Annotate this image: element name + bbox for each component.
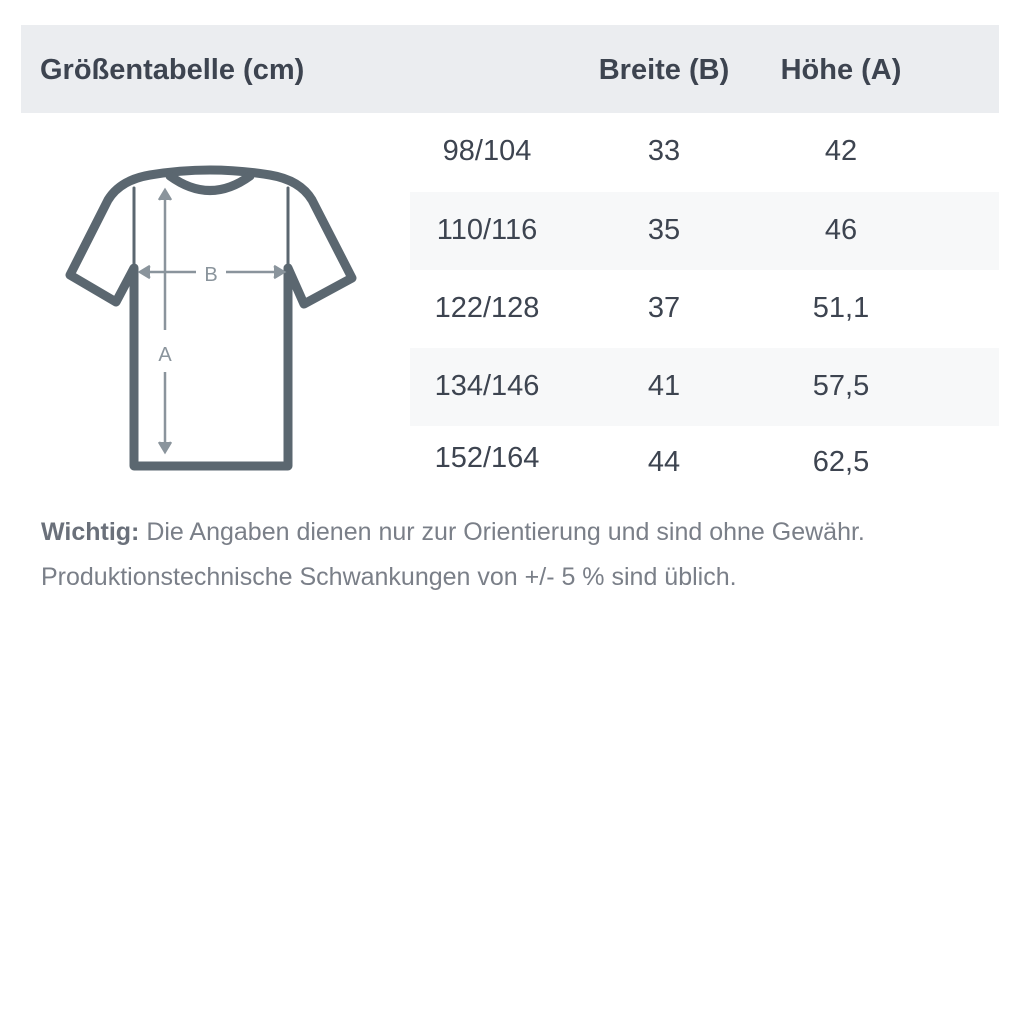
note-line-2: Produktionstechnische Schwankungen von +… (41, 563, 737, 591)
width-cell: 41 (647, 370, 681, 402)
width-cell: 44 (647, 446, 681, 478)
note-line-1: Wichtig: Die Angaben dienen nur zur Orie… (41, 518, 865, 547)
height-cell: 46 (824, 214, 858, 246)
column-header-height: Höhe (A) (780, 54, 902, 86)
label-a: A (158, 344, 172, 366)
size-cell: 122/128 (434, 292, 540, 324)
size-cell: 152/164 (434, 442, 540, 474)
note-text: Die Angaben dienen nur zur Orientierung … (139, 518, 865, 546)
table-row: 152/164 44 62,5 (410, 426, 999, 504)
label-b: B (204, 264, 217, 286)
size-cell: 134/146 (434, 370, 540, 402)
column-header-width: Breite (B) (598, 54, 730, 86)
size-cell: 98/104 (442, 135, 532, 167)
page-title: Größentabelle (cm) (40, 54, 305, 86)
tshirt-diagram: B A (65, 165, 357, 471)
width-cell: 33 (647, 135, 681, 167)
size-cell: 110/116 (436, 214, 538, 246)
table-row: 98/104 33 42 (410, 113, 999, 191)
note-label: Wichtig: (41, 518, 140, 546)
height-cell: 51,1 (812, 292, 870, 324)
table-header: Größentabelle (cm) Breite (B) Höhe (A) (21, 25, 999, 113)
tshirt-outline (65, 165, 357, 471)
tshirt-collar (165, 171, 255, 195)
table-row: 122/128 37 51,1 (410, 270, 999, 348)
table-row: 110/116 35 46 (410, 192, 999, 270)
width-cell: 37 (647, 292, 681, 324)
height-cell: 57,5 (812, 370, 870, 402)
table-row: 134/146 41 57,5 (410, 348, 999, 426)
height-cell: 42 (824, 135, 858, 167)
width-cell: 35 (647, 214, 681, 246)
height-cell: 62,5 (812, 446, 870, 478)
